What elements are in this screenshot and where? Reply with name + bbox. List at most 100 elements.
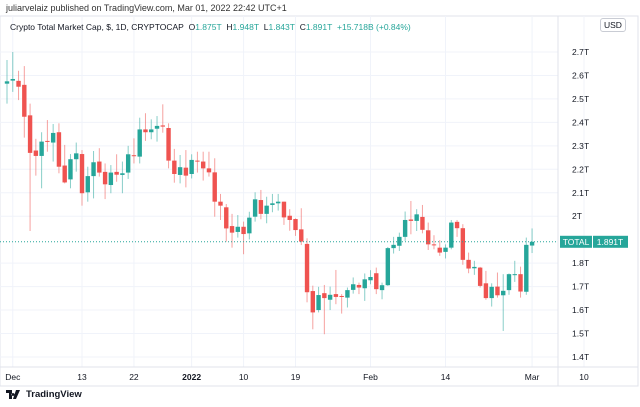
candle-body [264,205,269,214]
candle-body [385,248,391,286]
candle-body [108,172,114,186]
candle-body [402,219,408,237]
candle-body [160,125,165,127]
candle-body [177,167,183,175]
candle-body [120,173,125,175]
x-tick-label: Feb [363,372,378,382]
candle-body [125,154,131,173]
candle-body [241,226,246,235]
candle-body [74,153,79,160]
candle-body [351,284,356,290]
x-tick-label: 22 [129,372,139,382]
series-name-tag [560,235,592,248]
candle-body [91,162,96,177]
y-tick-label: 2.5T [572,94,589,104]
candle-body [27,115,33,153]
candle-body [345,290,350,298]
candle-body [362,279,367,289]
candle-body [281,201,287,218]
candle-body [506,274,512,291]
candle-body [437,247,442,253]
last-price-tag [593,235,628,248]
x-tick-label: Dec [5,372,21,382]
open-label: O [188,22,196,32]
change-value: +15.718B (+0.84%) [337,22,411,32]
candle-body [224,207,229,229]
y-tick-label: 2.3T [572,141,589,151]
x-tick-label: 10 [579,372,589,382]
tradingview-logo[interactable]: TradingView [6,389,82,400]
currency-button[interactable]: USD [600,18,626,32]
x-tick-label: 13 [77,372,87,382]
candle-body [356,284,362,288]
candle-body [443,247,448,252]
y-tick-label: 1.8T [572,258,589,268]
candle-body [16,80,21,87]
candle-body [368,276,373,281]
candle-body [137,129,142,157]
x-tick-label: 2022 [182,372,201,382]
candle-body [218,201,223,206]
candle-body [258,200,264,214]
y-tick-label: 2.1T [572,188,589,198]
x-tick-label: Mar [525,372,540,382]
candle-body [414,214,419,221]
candle-body [299,229,304,242]
x-tick-label: 10 [239,372,249,382]
x-tick-label: 14 [441,372,451,382]
candle-body [172,160,177,174]
candle-body [495,286,500,296]
candle-body [149,129,154,133]
candle-body [85,176,90,193]
candle-body [512,274,517,276]
candle-body [114,171,119,175]
candle-body [449,222,454,248]
y-tick-label: 2.6T [572,70,589,80]
candle-body [56,132,62,167]
candle-body [206,168,212,173]
candle-body [166,128,171,161]
candle-body [45,140,50,142]
candle-body [39,141,44,156]
candle-body [293,219,298,231]
y-tick-label: 2.2T [572,164,589,174]
candle-body [22,84,27,117]
x-tick-label: 19 [291,372,301,382]
candle-body [524,244,529,292]
candle-body [10,78,15,81]
tradingview-logo-icon [6,390,20,399]
close-label: C [299,22,306,32]
candle-body [143,129,148,133]
candle-body [252,199,258,217]
candle-body [195,160,200,162]
candle-body [374,273,379,290]
candle-body [68,159,73,180]
candle-body [316,295,321,311]
candle-body [229,226,235,233]
candle-body [287,215,292,220]
candle-body [154,125,160,129]
high-label: H [226,22,233,32]
symbol-title: Crypto Total Market Cap, $, 1D, CRYPTOCA… [10,22,184,32]
symbol-legend: Crypto Total Market Cap, $, 1D, CRYPTOCA… [10,22,411,32]
y-tick-label: 2.7T [572,47,589,57]
candle-body [304,243,310,293]
logo-text: TradingView [26,389,82,400]
candle-body [327,294,333,300]
candle-body [62,165,67,183]
candle-body [426,230,431,245]
candle-body [489,286,494,299]
candle-body [477,267,483,286]
candle-body [247,217,252,234]
y-tick-label: 1.4T [572,352,589,362]
y-tick-label: 1.6T [572,305,589,315]
candle-body [102,171,108,185]
candle-body [472,266,477,269]
candle-body [529,241,535,246]
candle-body [408,219,414,221]
candle-body [4,81,10,84]
candle-body [379,285,385,291]
y-tick-label: 2.4T [572,117,589,127]
